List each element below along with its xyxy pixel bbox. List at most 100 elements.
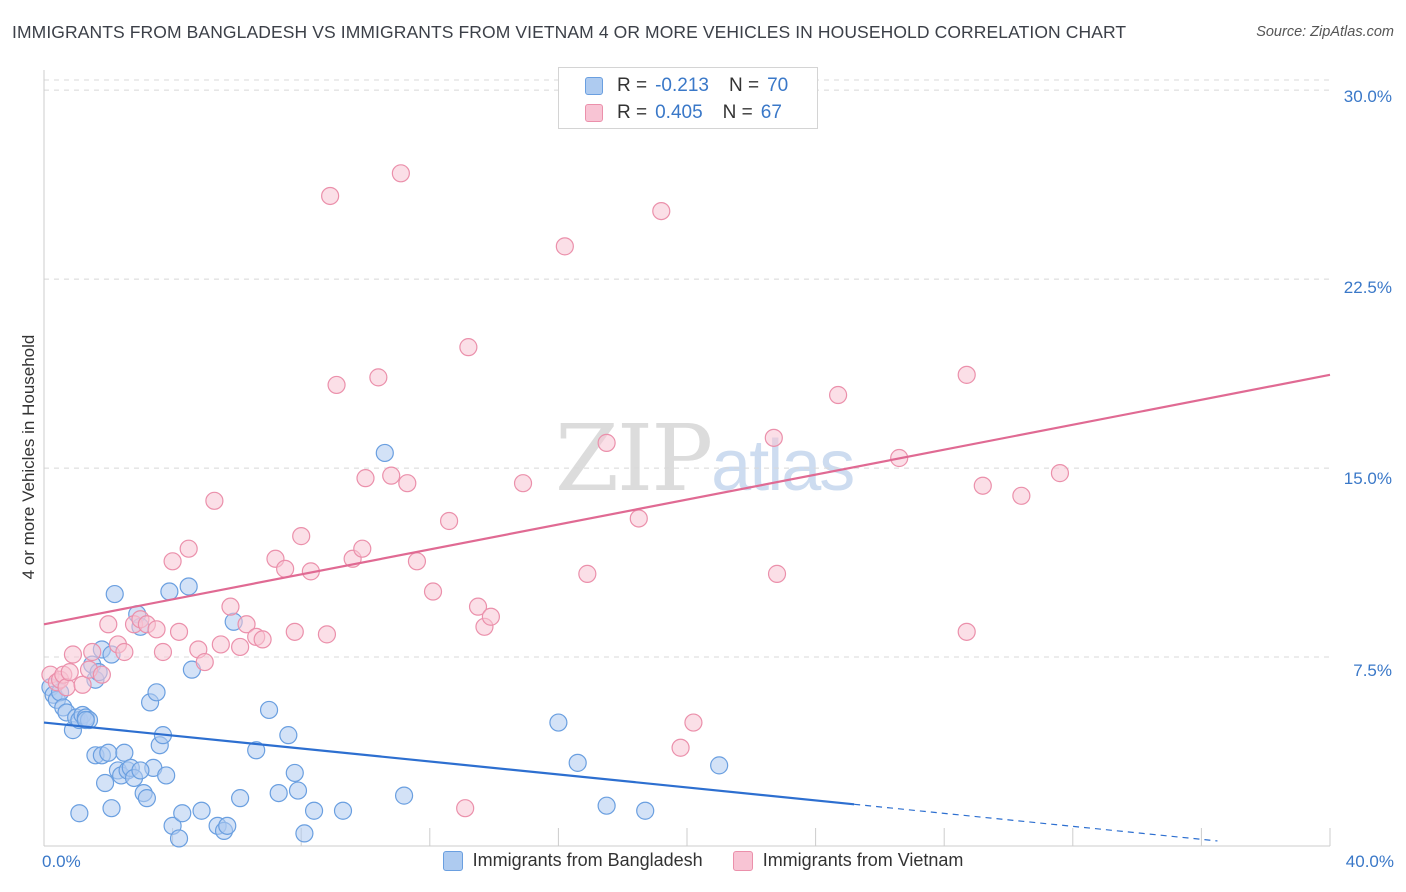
data-point xyxy=(292,527,311,546)
data-point xyxy=(285,622,304,641)
data-point xyxy=(169,829,189,848)
data-point xyxy=(57,678,76,697)
data-point xyxy=(231,789,250,808)
data-point xyxy=(288,781,308,800)
data-point xyxy=(304,801,324,820)
bangladesh-legend-swatch xyxy=(442,850,463,871)
data-point xyxy=(710,756,729,775)
data-point xyxy=(671,738,690,757)
data-point xyxy=(459,338,478,357)
source-label[interactable]: Source: ZipAtlas.com xyxy=(1256,24,1394,40)
data-point xyxy=(1050,464,1070,483)
bangladesh-trend-extension xyxy=(854,803,1218,842)
data-point xyxy=(597,433,616,452)
data-point xyxy=(115,642,134,662)
data-point xyxy=(99,615,118,634)
y-tick-label: 22.5% xyxy=(1343,278,1392,297)
y-tick-label: 7.5% xyxy=(1353,661,1392,680)
x-tick-label: 40.0% xyxy=(1345,852,1394,871)
data-point xyxy=(173,804,192,823)
n-value: 67 xyxy=(760,102,782,123)
data-point xyxy=(259,700,279,720)
x-tick-label: 0.0% xyxy=(42,852,81,871)
data-point xyxy=(73,675,92,694)
legend-label: Immigrants from Bangladesh xyxy=(472,850,703,870)
data-point xyxy=(247,741,266,760)
data-point xyxy=(398,474,417,493)
r-value: -0.213 xyxy=(655,75,709,96)
series-legend: Immigrants from Bangladesh Immigrants fr… xyxy=(0,850,1406,871)
data-point xyxy=(63,645,83,664)
data-point xyxy=(99,743,118,762)
data-point xyxy=(153,642,173,662)
data-point xyxy=(321,186,340,206)
data-point xyxy=(192,801,211,820)
watermark-zip: ZIP xyxy=(555,405,713,512)
data-point xyxy=(95,773,115,793)
data-point xyxy=(160,582,179,601)
data-point xyxy=(285,763,304,783)
data-point xyxy=(147,683,166,702)
legend-item-bangladesh[interactable]: Immigrants from Bangladesh xyxy=(442,850,703,871)
y-axis-label: 4 or more Vehicles in Household xyxy=(19,334,38,580)
data-point xyxy=(636,801,655,820)
zipatlas-watermark: ZIPatlas xyxy=(555,405,855,512)
vietnam-trend-line xyxy=(43,373,1331,626)
data-point xyxy=(195,652,214,672)
data-point xyxy=(60,663,79,682)
data-point xyxy=(92,665,111,684)
data-point xyxy=(555,237,574,256)
data-point xyxy=(102,799,121,818)
data-point xyxy=(76,710,95,730)
data-point xyxy=(295,824,314,843)
legend-item-vietnam[interactable]: Immigrants from Vietnam xyxy=(732,850,964,871)
correlation-legend: R = -0.213 N = 70 R = 0.405 N = 67 xyxy=(558,67,818,129)
n-label: N = xyxy=(728,75,760,96)
data-point xyxy=(83,642,102,662)
r-label: R = xyxy=(617,75,648,96)
data-point xyxy=(767,564,787,583)
data-point xyxy=(356,469,375,488)
data-point xyxy=(468,597,488,616)
vietnam-points xyxy=(41,164,1070,818)
data-point xyxy=(253,630,272,649)
data-point xyxy=(70,804,89,823)
data-point xyxy=(115,743,134,762)
data-point xyxy=(211,635,230,654)
data-point xyxy=(973,476,992,495)
data-point xyxy=(317,625,337,644)
n-value: 70 xyxy=(767,75,789,96)
data-point xyxy=(131,761,150,780)
data-point xyxy=(829,385,848,405)
data-point xyxy=(137,789,156,808)
data-point xyxy=(423,582,443,601)
data-point xyxy=(327,375,346,395)
r-label: R = xyxy=(617,102,648,123)
data-point xyxy=(179,539,198,558)
n-label: N = xyxy=(722,102,753,123)
axes xyxy=(43,70,1331,847)
legend-label: Immigrants from Vietnam xyxy=(762,850,964,870)
data-point xyxy=(394,786,414,805)
data-point xyxy=(1012,486,1031,505)
data-point xyxy=(169,622,189,641)
vietnam-legend-swatch xyxy=(732,850,753,871)
data-point xyxy=(157,766,176,785)
data-point xyxy=(568,753,587,772)
data-point xyxy=(353,539,372,558)
y-tick-label: 15.0% xyxy=(1343,469,1392,488)
data-point xyxy=(205,491,224,510)
data-point xyxy=(652,201,671,221)
data-point xyxy=(269,783,288,803)
data-point xyxy=(333,801,353,820)
bangladesh-points xyxy=(41,443,729,848)
data-point xyxy=(629,509,648,528)
data-point xyxy=(407,552,427,571)
data-point xyxy=(237,615,256,634)
data-point xyxy=(578,564,597,583)
data-point xyxy=(105,584,124,604)
data-point xyxy=(179,577,198,596)
bangladesh-swatch xyxy=(585,77,603,95)
gridlines xyxy=(44,79,1330,658)
chart-title: IMMIGRANTS FROM BANGLADESH VS IMMIGRANTS… xyxy=(12,22,1127,42)
